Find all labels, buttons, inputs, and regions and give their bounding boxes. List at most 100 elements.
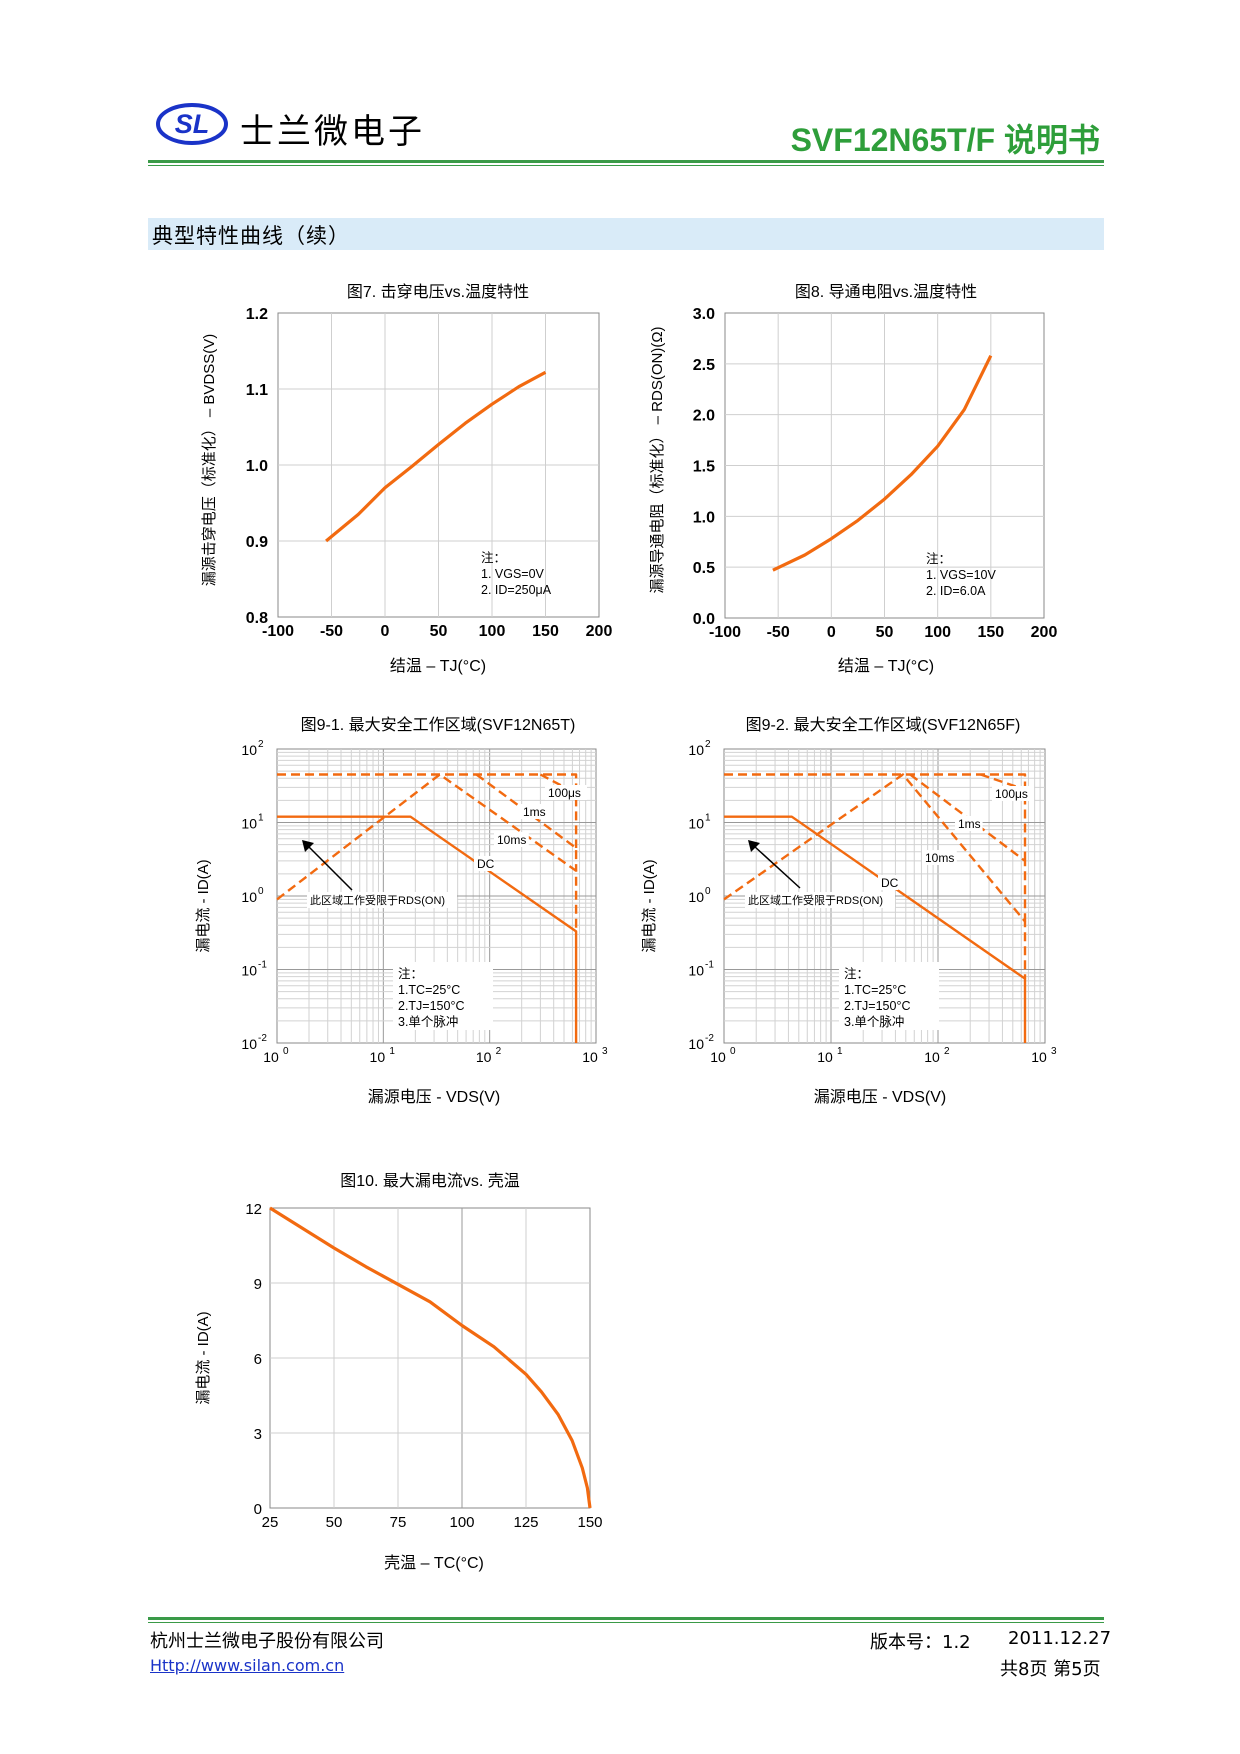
data-curve	[772, 354, 993, 572]
chart-xlabel: 壳温 – TC(°C)	[384, 1554, 484, 1572]
x-tick-label: 125	[513, 1514, 538, 1531]
notes-bg	[393, 962, 493, 1030]
y-tick-label: 1.1	[246, 382, 268, 399]
soa-line-100s	[277, 773, 578, 848]
chart-note: 注：	[926, 551, 951, 566]
chart-title: 图9-1. 最大安全工作区域(SVF12N65T)	[301, 716, 576, 734]
soa-line-10ms	[276, 773, 578, 932]
footer-date: 2011.12.27	[1008, 1628, 1112, 1649]
y-tick-label: 3.0	[693, 306, 715, 323]
chart-note: 2. ID=250μA	[481, 583, 552, 597]
arrow-head	[302, 840, 314, 852]
x-tick-exponent: 2	[496, 1046, 502, 1057]
x-tick-label: 150	[977, 624, 1004, 641]
annotation-bg	[745, 892, 895, 908]
y-tick-label: 3	[254, 1426, 262, 1443]
x-tick-label: 200	[586, 623, 613, 640]
x-tick-label: 100	[479, 623, 506, 640]
x-tick-label: 10	[710, 1049, 726, 1065]
x-tick-label: 10	[924, 1049, 940, 1065]
x-tick-label: 50	[326, 1514, 343, 1531]
x-tick-exponent: 1	[389, 1046, 395, 1057]
y-tick-exponent: -2	[705, 1033, 714, 1044]
header-rule-top	[148, 160, 1104, 163]
plot-frame	[723, 748, 1046, 1044]
x-tick-label: 0	[827, 624, 836, 641]
curve-label: 10ms	[497, 833, 526, 847]
label-bg	[878, 875, 899, 890]
notes-bg	[839, 962, 939, 1030]
chart-note: 注：	[844, 966, 869, 981]
y-tick-label: 0.5	[693, 560, 715, 577]
chart-title: 图10. 最大漏电流vs. 壳温	[340, 1172, 520, 1190]
x-tick-label: 75	[390, 1514, 407, 1531]
x-tick-exponent: 0	[283, 1046, 289, 1057]
section-title: 典型特性曲线（续）	[152, 224, 350, 248]
chart-ylabel: 漏源击穿电压（标准化） – BVDSS(V)	[201, 334, 218, 587]
curve-label: 10ms	[925, 851, 954, 865]
y-tick-label: 0.9	[246, 534, 268, 551]
chart-title: 图8. 导通电阻vs.温度特性	[795, 283, 977, 301]
y-tick-label: 2.0	[693, 408, 715, 425]
chart-ylabel: 漏电流 - ID(A)	[195, 859, 212, 952]
curve-label: 100μs	[548, 786, 581, 800]
chart-xlabel: 结温 – TJ(°C)	[390, 657, 486, 675]
footer-url-link[interactable]: Http://www.silan.com.cn	[150, 1656, 345, 1675]
y-tick-label: 10	[688, 1036, 704, 1052]
data-curve	[325, 370, 547, 543]
curve-label: 100μs	[995, 787, 1028, 801]
y-tick-exponent: 0	[258, 886, 264, 897]
chart-title: 图7. 击穿电压vs.温度特性	[347, 283, 529, 301]
soa-line-100sseg	[980, 773, 1026, 791]
label-bg	[545, 785, 587, 800]
annotation-text: 此区域工作受限于RDS(ON)	[748, 894, 883, 907]
curve-label: 1ms	[958, 817, 981, 831]
chart-note: 1.TC=25°C	[844, 983, 906, 997]
y-tick-label: 1.5	[693, 459, 715, 476]
chart-note: 2.TJ=150°C	[398, 999, 465, 1013]
label-bg	[520, 804, 548, 819]
chart-ylabel: 漏电流 - ID(A)	[195, 1311, 212, 1404]
x-tick-label: 150	[577, 1514, 602, 1531]
y-tick-label: 0.8	[246, 610, 268, 627]
chart-note: 1.TC=25°C	[398, 983, 460, 997]
x-tick-label: 50	[430, 623, 448, 640]
y-tick-exponent: 2	[258, 739, 264, 750]
y-tick-label: 10	[688, 889, 704, 905]
curve-label: DC	[881, 876, 899, 890]
x-tick-label: 10	[817, 1049, 833, 1065]
x-tick-label: -100	[709, 624, 741, 641]
y-tick-exponent: -1	[258, 960, 267, 971]
chart-note: 3.单个脉冲	[398, 1014, 458, 1029]
curve-label: 1ms	[523, 805, 546, 819]
plot-frame	[269, 1207, 591, 1509]
section-bar	[148, 218, 1104, 250]
chart-ylabel: 漏源导通电阻（标准化） – RDS(ON)(Ω)	[649, 326, 666, 593]
annotation-bg	[307, 892, 457, 908]
x-tick-label: 0	[381, 623, 390, 640]
y-tick-label: 10	[241, 816, 257, 832]
footer-rule-top	[148, 1617, 1104, 1620]
y-tick-exponent: -2	[258, 1033, 267, 1044]
chart-note: 1. VGS=0V	[481, 567, 545, 581]
x-tick-exponent: 0	[730, 1046, 736, 1057]
soa-line-DC	[724, 815, 1027, 1043]
chart-note: 2. ID=6.0A	[926, 584, 986, 598]
soa-line-1ms	[909, 773, 1027, 922]
chart-note: 注：	[398, 966, 423, 981]
label-bg	[955, 816, 983, 831]
y-tick-exponent: 1	[258, 813, 264, 824]
chart-title: 图9-2. 最大安全工作区域(SVF12N65F)	[746, 716, 1021, 734]
y-tick-label: 12	[245, 1201, 262, 1218]
y-tick-exponent: 1	[705, 813, 711, 824]
x-tick-label: -50	[767, 624, 790, 641]
label-bg	[992, 786, 1034, 801]
label-bg	[494, 832, 529, 847]
curve-label: DC	[477, 857, 495, 871]
x-tick-label: -50	[320, 623, 343, 640]
plot-frame	[276, 748, 597, 1044]
y-tick-label: 1.0	[693, 509, 715, 526]
